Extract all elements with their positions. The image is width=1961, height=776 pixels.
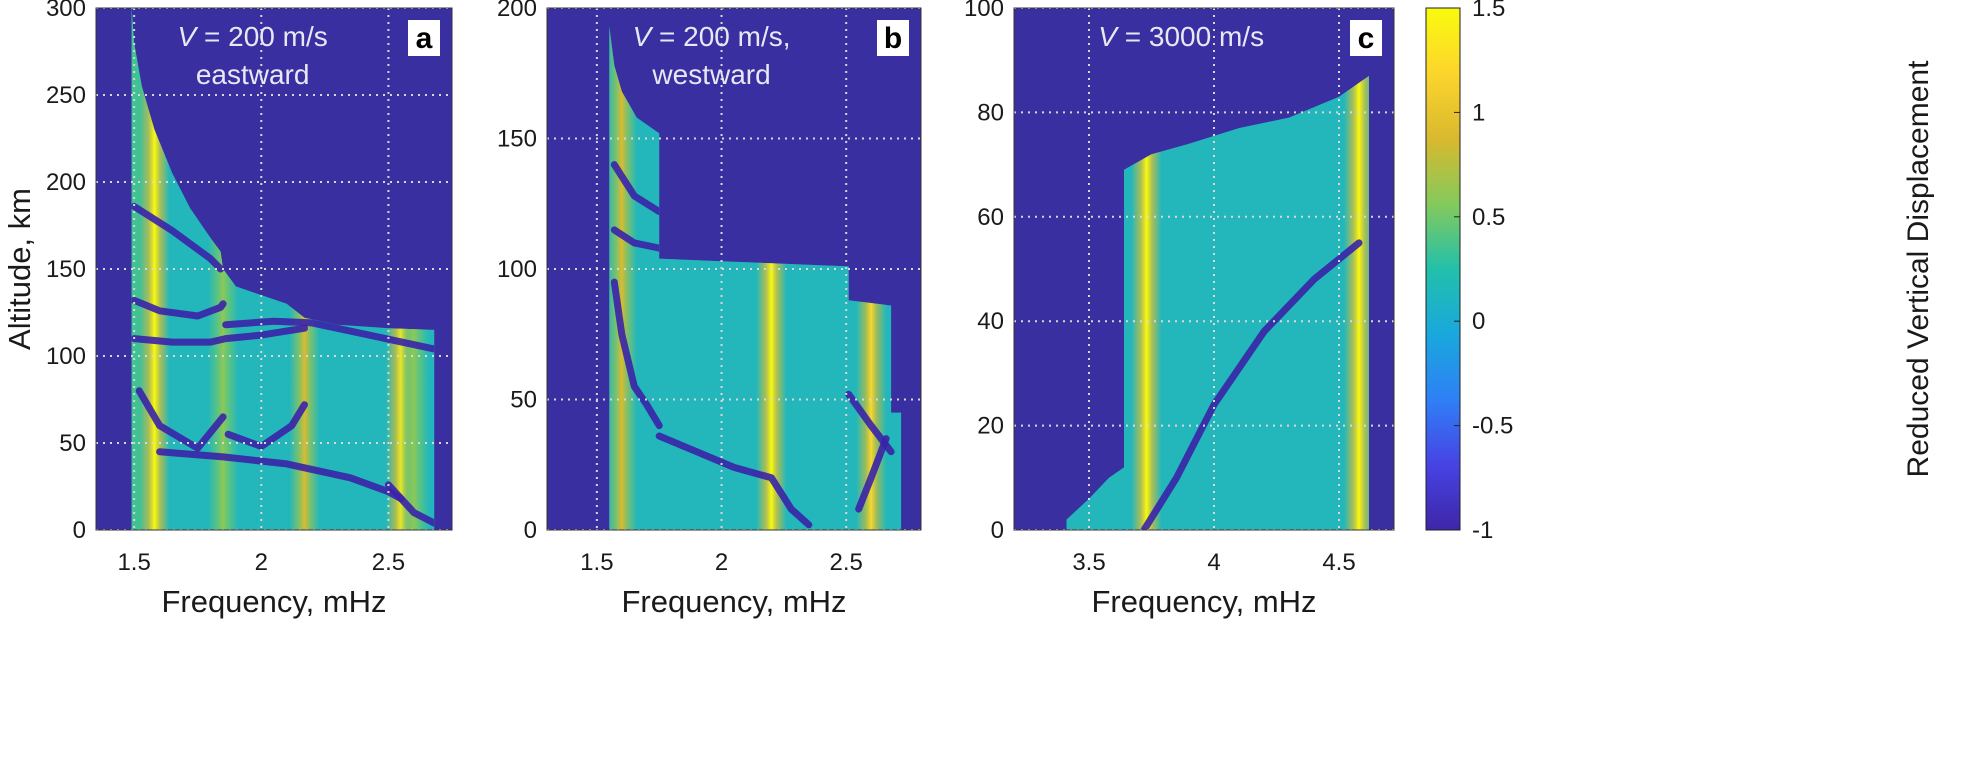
nodal-line — [610, 226, 663, 252]
x-axis-title: Frequency, mHz — [621, 584, 846, 619]
grid — [1014, 8, 1394, 530]
plot-frame — [546, 7, 922, 531]
panel-letter-box — [408, 20, 440, 56]
y-tick-label: 100 — [46, 343, 86, 370]
panel-b: 1.5 2 2.5 0 50 100 150 200 Frequency, mHz V = 200… — [497, 0, 922, 619]
panel-c: 3.5 4 4.5 0 20 40 60 80 100 Frequency, mHz V = 300… — [964, 0, 1395, 619]
x-tick-label: 2 — [255, 549, 268, 576]
nodal-line — [135, 387, 227, 452]
panel-letter-box — [1350, 20, 1382, 56]
direction-annotation: westward — [651, 59, 770, 90]
panel-letter-box — [877, 20, 909, 56]
nodal-line — [131, 202, 225, 273]
speed-annotation: V = 200 m/s, — [633, 21, 791, 52]
panel-letter: b — [884, 22, 902, 55]
y-tick-label: 50 — [510, 387, 537, 414]
x-tick-label: 2 — [715, 549, 728, 576]
resonance-band — [1344, 75, 1369, 530]
x-axis-title: Frequency, mHz — [1091, 584, 1316, 619]
resonance-band — [609, 26, 637, 530]
colorbar-gradient — [1425, 7, 1461, 531]
x-tick-label: 4 — [1207, 549, 1220, 576]
x-tick-label: 2.5 — [372, 549, 405, 576]
plot-frame — [95, 7, 453, 531]
nodal-line — [610, 278, 663, 430]
x-tick-label: 3.5 — [1072, 549, 1105, 576]
x-tick-label: 1.5 — [580, 549, 613, 576]
colorbar-tick-label: 1 — [1472, 99, 1485, 126]
y-axis-title: Altitude, km — [2, 188, 37, 350]
colorbar-tick-label: 0.5 — [1472, 204, 1505, 231]
nodal-line — [610, 161, 663, 216]
y-tick-label: 150 — [497, 126, 537, 153]
y-tick-label: 150 — [46, 256, 86, 283]
nodal-line — [222, 317, 435, 353]
y-tick-label: 0 — [991, 517, 1004, 544]
y-tick-label: 20 — [977, 413, 1004, 440]
y-tick-label: 100 — [964, 0, 1004, 22]
x-tick-label: 2.5 — [830, 549, 863, 576]
panel-a: 1.5 2 2.5 0 50 100 150 200 250 300 Frequency, mHz A… — [2, 0, 453, 619]
speed-annotation: V = 3000 m/s — [1098, 21, 1264, 52]
nodal-line — [384, 481, 435, 527]
nodal-line — [855, 435, 890, 513]
y-tick-label: 50 — [59, 430, 86, 457]
panel-letter: a — [416, 22, 433, 55]
y-tick-label: 200 — [46, 169, 86, 196]
grid — [96, 8, 452, 530]
direction-annotation: eastward — [196, 59, 310, 90]
nodal-line — [655, 432, 813, 529]
nodal-line — [224, 401, 308, 450]
x-tick-label: 1.5 — [117, 549, 150, 576]
colorbar: 1.5 1 0.5 0 -0.5 -1 Reduced Vertical Displace… — [1425, 0, 1935, 544]
nodal-line — [131, 296, 227, 320]
colorbar-tick-label: 0 — [1472, 308, 1485, 335]
y-tick-label: 40 — [977, 308, 1004, 335]
speed-annotation: V = 200 m/s — [178, 21, 328, 52]
y-tick-label: 250 — [46, 82, 86, 109]
x-tick-label: 4.5 — [1322, 549, 1355, 576]
colorbar-tick-label: 1.5 — [1472, 0, 1505, 22]
y-tick-label: 80 — [977, 99, 1004, 126]
grid — [547, 8, 921, 530]
y-tick-label: 60 — [977, 204, 1004, 231]
x-axis-title: Frequency, mHz — [161, 584, 386, 619]
nodal-line — [1140, 239, 1363, 531]
colorbar-tick-label: -1 — [1472, 517, 1493, 544]
colorbar-tick-label: -0.5 — [1472, 413, 1513, 440]
y-tick-label: 0 — [524, 517, 537, 544]
y-tick-label: 0 — [73, 517, 86, 544]
colorbar-label: Reduced Vertical Displacement — [1902, 60, 1935, 478]
nodal-line — [156, 448, 405, 503]
y-tick-label: 100 — [497, 256, 537, 283]
y-tick-label: 200 — [497, 0, 537, 22]
panel-letter: c — [1358, 22, 1375, 55]
y-tick-label: 300 — [46, 0, 86, 22]
nodal-line — [131, 324, 308, 346]
plot-frame — [1013, 7, 1395, 531]
